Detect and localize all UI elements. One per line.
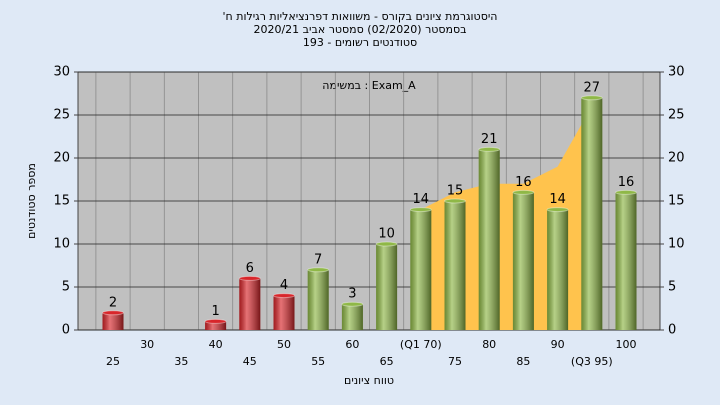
bar-shade <box>444 201 466 330</box>
bar-cap <box>273 293 295 299</box>
data-label: 2 <box>109 295 117 310</box>
bar-cap <box>546 207 569 213</box>
title-line: סטודנטים רשומים - 193 <box>303 36 417 49</box>
y2-tick-label: 25 <box>668 108 685 123</box>
data-label: 15 <box>447 184 464 199</box>
bar-cap <box>512 189 535 195</box>
x-tick-label: 40 <box>209 338 223 351</box>
data-label: 16 <box>618 175 635 190</box>
data-label: 3 <box>348 287 356 302</box>
bar-shade <box>307 269 329 330</box>
bar-shade <box>581 97 603 330</box>
x-tick-label: 60 <box>345 338 359 351</box>
y-tick-label: 20 <box>53 151 70 166</box>
y-tick-label: 30 <box>53 65 70 80</box>
bar-cap <box>238 275 261 281</box>
bar-cap <box>204 318 227 324</box>
y-tick-label: 10 <box>53 237 70 252</box>
data-label: 14 <box>413 192 430 207</box>
y-tick-label: 15 <box>53 194 70 209</box>
x-tick-label: 35 <box>174 355 188 368</box>
bar-cap <box>444 198 466 204</box>
x-tick-label: 75 <box>448 355 462 368</box>
x-tick-label: (Q1 70) <box>400 338 442 351</box>
bar-cap <box>341 301 364 307</box>
bar-cap <box>478 146 501 152</box>
bar-shade <box>410 209 432 330</box>
data-label: 4 <box>280 278 288 293</box>
data-label: 21 <box>481 132 498 147</box>
bar-shade <box>478 149 500 330</box>
y-tick-label: 5 <box>62 280 70 295</box>
y2-tick-label: 20 <box>668 151 685 166</box>
y-tick-label: 25 <box>53 108 70 123</box>
bar-shade <box>547 209 569 330</box>
bar-cap <box>102 310 124 316</box>
x-tick-label: 30 <box>140 338 154 351</box>
y-tick-label: 0 <box>62 323 70 338</box>
title-line: בסמסטר (02/2020) סמסטר אביב 2020/21 <box>253 23 466 36</box>
bar-cap <box>307 267 330 273</box>
bar-cap <box>580 95 603 101</box>
bar-shade <box>102 312 124 330</box>
bar-shade <box>341 304 363 330</box>
bar-shade <box>512 192 534 330</box>
bar-cap <box>615 189 637 195</box>
bar-shade <box>376 244 398 330</box>
bar-shade <box>615 192 637 330</box>
y2-tick-label: 0 <box>668 323 676 338</box>
y2-tick-label: 10 <box>668 237 685 252</box>
bar-cap <box>375 241 398 247</box>
y-axis-label: מספר סטודנטים <box>25 163 38 239</box>
title-line: 'היסטוגרמת ציונים בקורס - משוואות דפרנצי… <box>223 10 498 23</box>
data-label: 7 <box>314 252 322 267</box>
x-tick-label: 90 <box>551 338 565 351</box>
x-tick-label: 55 <box>311 355 325 368</box>
bar-cap <box>409 207 432 213</box>
x-tick-label: 80 <box>482 338 496 351</box>
data-label: 16 <box>515 175 532 190</box>
x-tick-label: 25 <box>106 355 120 368</box>
y2-tick-label: 30 <box>668 65 685 80</box>
bar-shade <box>239 278 261 330</box>
x-tick-label: 45 <box>243 355 257 368</box>
bar-shade <box>205 321 227 330</box>
y2-tick-label: 5 <box>668 280 676 295</box>
data-label: 10 <box>378 227 395 242</box>
data-label: 1 <box>211 304 219 319</box>
bar-shade <box>273 295 295 330</box>
x-tick-label: (Q3 95) <box>571 355 613 368</box>
x-tick-label: 85 <box>516 355 530 368</box>
data-label: 14 <box>549 192 566 207</box>
data-label: 27 <box>584 80 601 95</box>
x-tick-label: 50 <box>277 338 291 351</box>
x-tick-label: 100 <box>616 338 637 351</box>
x-tick-label: 65 <box>380 355 394 368</box>
y2-tick-label: 15 <box>668 194 685 209</box>
data-label: 6 <box>246 261 254 276</box>
x-axis-label: טווח ציונים <box>344 374 394 387</box>
